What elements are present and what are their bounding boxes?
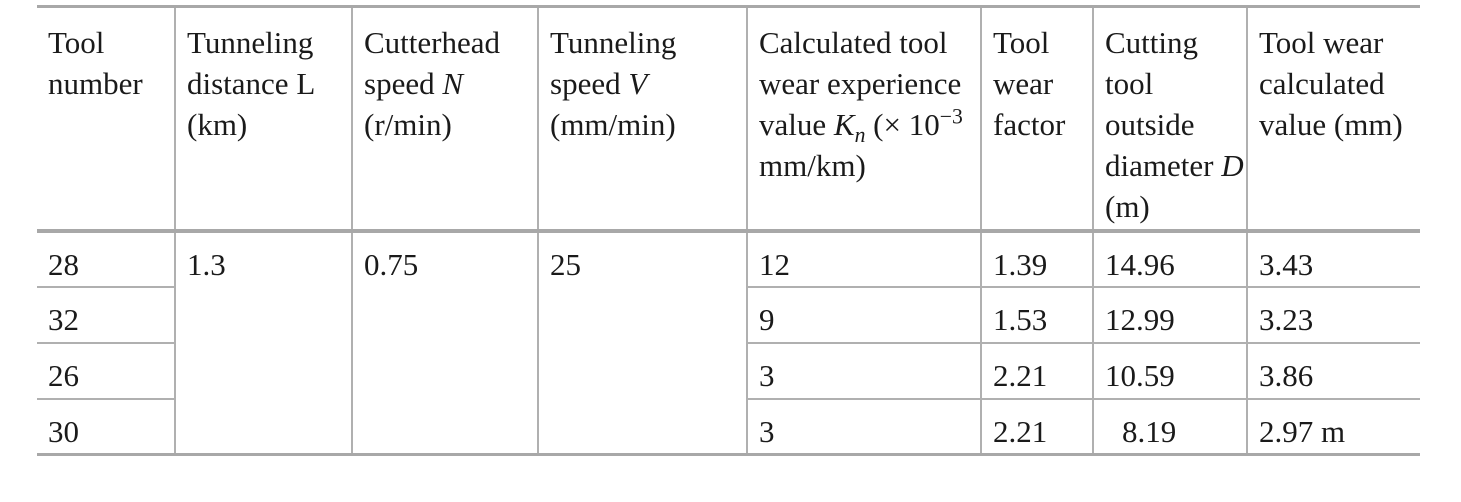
cell-diameter: 14.96: [1093, 230, 1248, 288]
header-row: Tool number Tunneling distance L (km) Cu…: [37, 5, 1420, 233]
cell-tunneling-distance: 1.3: [175, 230, 353, 456]
cell-diameter: 8.19: [1093, 398, 1248, 456]
table-row: 30 3 2.21 8.19 2.97 m: [37, 398, 1420, 456]
header-tunneling-distance: Tunneling distance L (km): [175, 5, 353, 233]
header-wear-experience: Calculated tool wear experience value Kn…: [747, 5, 982, 233]
table-row: 28 1.3 0.75 25 12 1.39 14.96 3.43: [37, 230, 1420, 456]
tool-wear-table: Tool number Tunneling distance L (km) Cu…: [37, 5, 1420, 456]
header-wear-calculated-label: Tool wear calculated value (mm): [1259, 25, 1403, 142]
cell-diameter: 12.99: [1093, 286, 1248, 344]
header-wear-factor: Tool wear factor: [981, 5, 1094, 233]
cell-wear-value: 3.23: [1247, 286, 1420, 344]
header-wear-experience-superscript: −3: [939, 104, 963, 129]
header-wear-experience-subscript: n: [854, 123, 866, 148]
header-tool-number-label: Tool number: [48, 25, 143, 101]
cell-tool-number: 28: [37, 230, 176, 288]
cell-tunneling-speed: 25: [538, 230, 748, 456]
header-wear-factor-label: Tool wear factor: [993, 25, 1066, 142]
table-row: 26 3 2.21 10.59 3.86: [37, 342, 1420, 400]
cell-tool-number: 26: [37, 342, 176, 400]
cell-tool-number: 32: [37, 286, 176, 344]
header-cutterhead-speed-prefix: Cutterhead speed: [364, 25, 501, 101]
cell-wear-value: 3.43: [1247, 230, 1420, 288]
header-cutterhead-speed-suffix: (r/min): [364, 107, 452, 142]
header-tool-number: Tool number: [37, 5, 176, 233]
cell-tool-number: 30: [37, 398, 176, 456]
header-outside-diameter-prefix: Cutting tool outside diameter: [1105, 25, 1222, 183]
header-tunneling-distance-label: Tunneling distance L (km): [187, 25, 315, 142]
cell-wear-value: 3.86: [1247, 342, 1420, 400]
header-wear-experience-suffix: mm/km): [759, 148, 866, 183]
cell-wear-factor: 1.53: [981, 286, 1094, 344]
cell-kn: 3: [747, 342, 982, 400]
cell-kn: 12: [747, 230, 982, 288]
header-cutterhead-speed-symbol: N: [442, 66, 464, 101]
cell-wear-value: 2.97 m: [1247, 398, 1420, 456]
header-tunneling-speed-prefix: Tunneling speed: [550, 25, 677, 101]
header-tunneling-speed-symbol: V: [628, 66, 648, 101]
header-outside-diameter: Cutting tool outside diameter D (m): [1093, 5, 1248, 233]
header-tunneling-speed-suffix: (mm/min): [550, 107, 676, 142]
header-tunneling-speed: Tunneling speed V (mm/min): [538, 5, 748, 233]
header-outside-diameter-symbol: D: [1221, 148, 1244, 183]
header-cutterhead-speed: Cutterhead speed N (r/min): [352, 5, 539, 233]
cell-kn: 9: [747, 286, 982, 344]
cell-kn: 3: [747, 398, 982, 456]
header-wear-calculated: Tool wear calculated value (mm): [1247, 5, 1420, 233]
header-outside-diameter-suffix: (m): [1105, 189, 1150, 224]
table-row: 32 9 1.53 12.99 3.23: [37, 286, 1420, 344]
cell-wear-factor: 2.21: [981, 398, 1094, 456]
cell-wear-factor: 1.39: [981, 230, 1094, 288]
cell-wear-factor: 2.21: [981, 342, 1094, 400]
header-wear-experience-prefix: Calculated tool wear experience value: [759, 25, 962, 142]
cell-cutterhead-speed: 0.75: [352, 230, 539, 456]
cell-diameter: 10.59: [1093, 342, 1248, 400]
header-wear-experience-symbol: K: [833, 107, 855, 142]
header-wear-experience-mid: (× 10: [865, 107, 940, 142]
